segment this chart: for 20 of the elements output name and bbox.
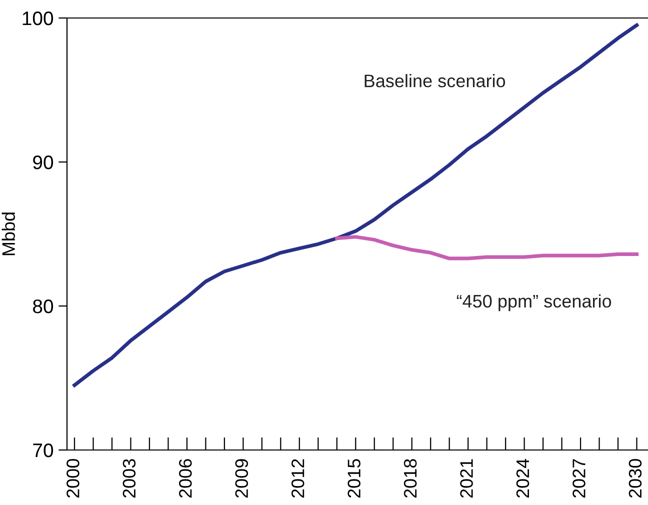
- y-tick-label: 100: [22, 11, 54, 26]
- x-tick-label: 2030: [628, 459, 642, 498]
- y-axis-title: Mbbd: [2, 212, 16, 256]
- x-tick-label: 2018: [404, 459, 417, 498]
- y-tick-label: 90: [33, 155, 54, 170]
- x-tick-label: 2015: [348, 459, 360, 498]
- series-label: “450 ppm” scenario: [456, 294, 612, 312]
- x-tick-label: 2024: [516, 458, 530, 498]
- x-tick-label: 2000: [66, 459, 80, 498]
- line-series: [72, 23, 639, 388]
- series-label: Baseline scenario: [364, 74, 506, 88]
- x-tick-label: 2009: [235, 459, 248, 498]
- line-series: [335, 235, 639, 260]
- y-tick-label: 80: [33, 299, 54, 314]
- x-tick-label: 2021: [460, 459, 473, 498]
- x-tick-label: 2027: [572, 459, 586, 498]
- x-tick-label: 2003: [122, 459, 136, 498]
- y-tick-label: 70: [33, 443, 54, 458]
- x-tick-label: 2012: [291, 459, 304, 498]
- x-tick-label: 2006: [179, 459, 192, 498]
